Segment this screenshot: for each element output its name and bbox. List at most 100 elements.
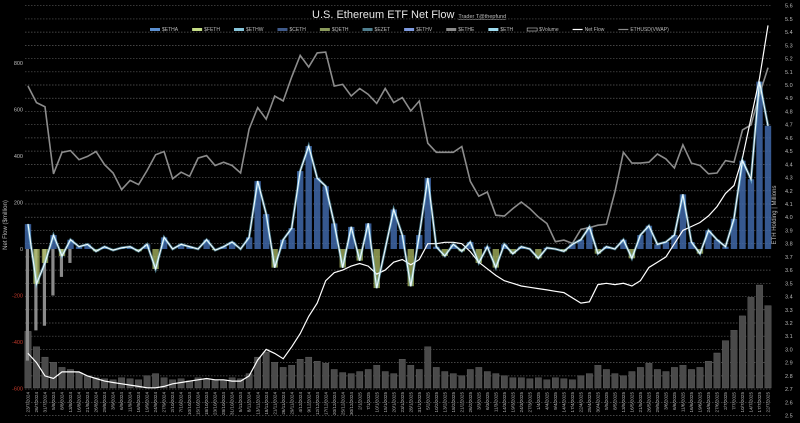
x-tick-label: 21/11/2024 xyxy=(272,392,277,415)
x-tick-label: 4/4/2025 xyxy=(544,392,549,410)
x-tick-label: 1/4/2025 xyxy=(536,392,541,410)
y2-tick-label: 3.5 xyxy=(785,281,793,287)
net-flow-bar xyxy=(365,223,372,249)
ethusd-point xyxy=(138,184,139,185)
volume-bar xyxy=(620,375,627,389)
x-tick-label: 22/4/2025 xyxy=(578,392,583,413)
net-flow-point xyxy=(674,234,675,236)
ethusd-point xyxy=(546,223,548,224)
net-flow-bar xyxy=(203,239,210,249)
volume-bar xyxy=(407,365,415,389)
eth-holding-point xyxy=(146,387,148,389)
y2-tick-label: 5.1 xyxy=(785,70,793,76)
ethusd-point xyxy=(410,110,412,112)
net-flow-point xyxy=(410,285,412,287)
ethusd-point xyxy=(214,165,216,166)
net-flow-point xyxy=(742,160,743,162)
volume-bar xyxy=(432,367,440,389)
eth-holding-point xyxy=(129,384,131,386)
eth-holding-point xyxy=(214,379,216,381)
eth-holding-point xyxy=(308,316,309,317)
ethusd-point xyxy=(588,227,590,229)
x-tick-label: 9/4/2025 xyxy=(553,392,558,410)
chart-subtitle: Trader T@thepfund xyxy=(458,14,506,20)
ethe-bar xyxy=(68,249,72,263)
eth-holding-point xyxy=(274,353,275,354)
ethe-bar xyxy=(51,249,55,296)
ethusd-point xyxy=(274,95,276,97)
x-tick-label: 18/11/2024 xyxy=(264,392,269,415)
x-tick-label: 25/12/2024 xyxy=(340,392,345,415)
ethusd-point xyxy=(61,151,63,153)
net-flow-bar xyxy=(177,244,185,249)
net-flow-bar xyxy=(764,125,772,249)
x-tick-label: 24/9/2024 xyxy=(153,392,158,413)
y-axis-title: Net Flow ($million) xyxy=(3,200,9,250)
eth-holding-point xyxy=(691,226,692,227)
volume-bar xyxy=(517,377,525,389)
volume-bar xyxy=(279,367,287,389)
x-tick-label: 4/12/2024 xyxy=(298,392,303,413)
net-flow-bar xyxy=(747,179,755,249)
net-flow-point xyxy=(554,248,556,250)
net-flow-point xyxy=(87,243,88,245)
net-flow-point xyxy=(614,248,616,250)
volume-bar xyxy=(679,365,687,389)
y2-tick-label: 3.2 xyxy=(785,321,793,327)
net-flow-point xyxy=(291,227,293,229)
eth-holding-point xyxy=(257,359,258,361)
x-tick-label: 26/5/2025 xyxy=(647,392,652,413)
legend-label: ETHUSD(VWAP) xyxy=(630,27,669,33)
ethusd-point xyxy=(53,173,54,175)
volume-bar xyxy=(92,377,100,389)
eth-holding-point xyxy=(291,346,292,348)
volume-bar xyxy=(739,315,746,389)
volume-bar xyxy=(764,305,772,389)
ethe-bar xyxy=(42,249,47,326)
y2-tick-label: 5.2 xyxy=(785,57,793,63)
x-tick-label: 23/7/2024 xyxy=(26,392,31,413)
legend-label: $ETHA xyxy=(162,27,179,33)
ethusd-point xyxy=(401,97,403,99)
x-tick-label: 5/8/2024 xyxy=(51,392,56,410)
volume-bar xyxy=(228,377,236,389)
x-tick-label: 7/7/2025 xyxy=(732,392,737,410)
eth-holding-point xyxy=(640,280,641,281)
net-flow-point xyxy=(691,241,692,243)
eth-holding-point xyxy=(376,273,378,275)
x-tick-label: 27/3/2025 xyxy=(527,392,532,413)
eth-holding-point xyxy=(350,265,352,267)
net-flow-bar xyxy=(305,146,312,249)
net-flow-bar xyxy=(58,249,66,256)
y2-tick-label: 5.0 xyxy=(785,83,793,89)
x-tick-label: 26/7/2024 xyxy=(34,392,39,413)
ethusd-point xyxy=(206,155,208,157)
volume-bar xyxy=(696,367,704,389)
net-flow-point xyxy=(206,239,208,241)
ethusd-point xyxy=(597,224,599,226)
y2-tick-label: 4.6 xyxy=(785,136,793,142)
volume-bar xyxy=(381,371,389,389)
eth-holding-point xyxy=(512,283,514,284)
eth-holding-point xyxy=(435,243,437,244)
ethusd-point xyxy=(427,142,429,144)
x-tick-label: 29/8/2024 xyxy=(102,392,107,413)
volume-bar xyxy=(705,361,712,389)
eth-holding-point xyxy=(27,353,29,354)
eth-holding-point xyxy=(597,284,599,285)
y-tick-label: 0 xyxy=(20,247,23,253)
y2-tick-label: 4.5 xyxy=(785,149,793,155)
x-tick-label: 16/5/2025 xyxy=(630,392,635,413)
x-tick-label: 31/10/2024 xyxy=(230,392,235,415)
net-flow-point xyxy=(640,234,641,236)
y2-tick-label: 5.3 xyxy=(785,43,793,49)
ethe-bar xyxy=(34,249,38,331)
legend-label: $QETH xyxy=(332,27,349,33)
net-flow-bar xyxy=(24,224,32,249)
volume-bar xyxy=(211,379,219,389)
net-flow-bar xyxy=(645,225,653,249)
eth-holding-point xyxy=(648,267,650,268)
volume-bar xyxy=(509,377,517,389)
x-tick-label: 2/7/2025 xyxy=(723,392,728,410)
x-tick-label: 10/2/2025 xyxy=(434,392,439,413)
